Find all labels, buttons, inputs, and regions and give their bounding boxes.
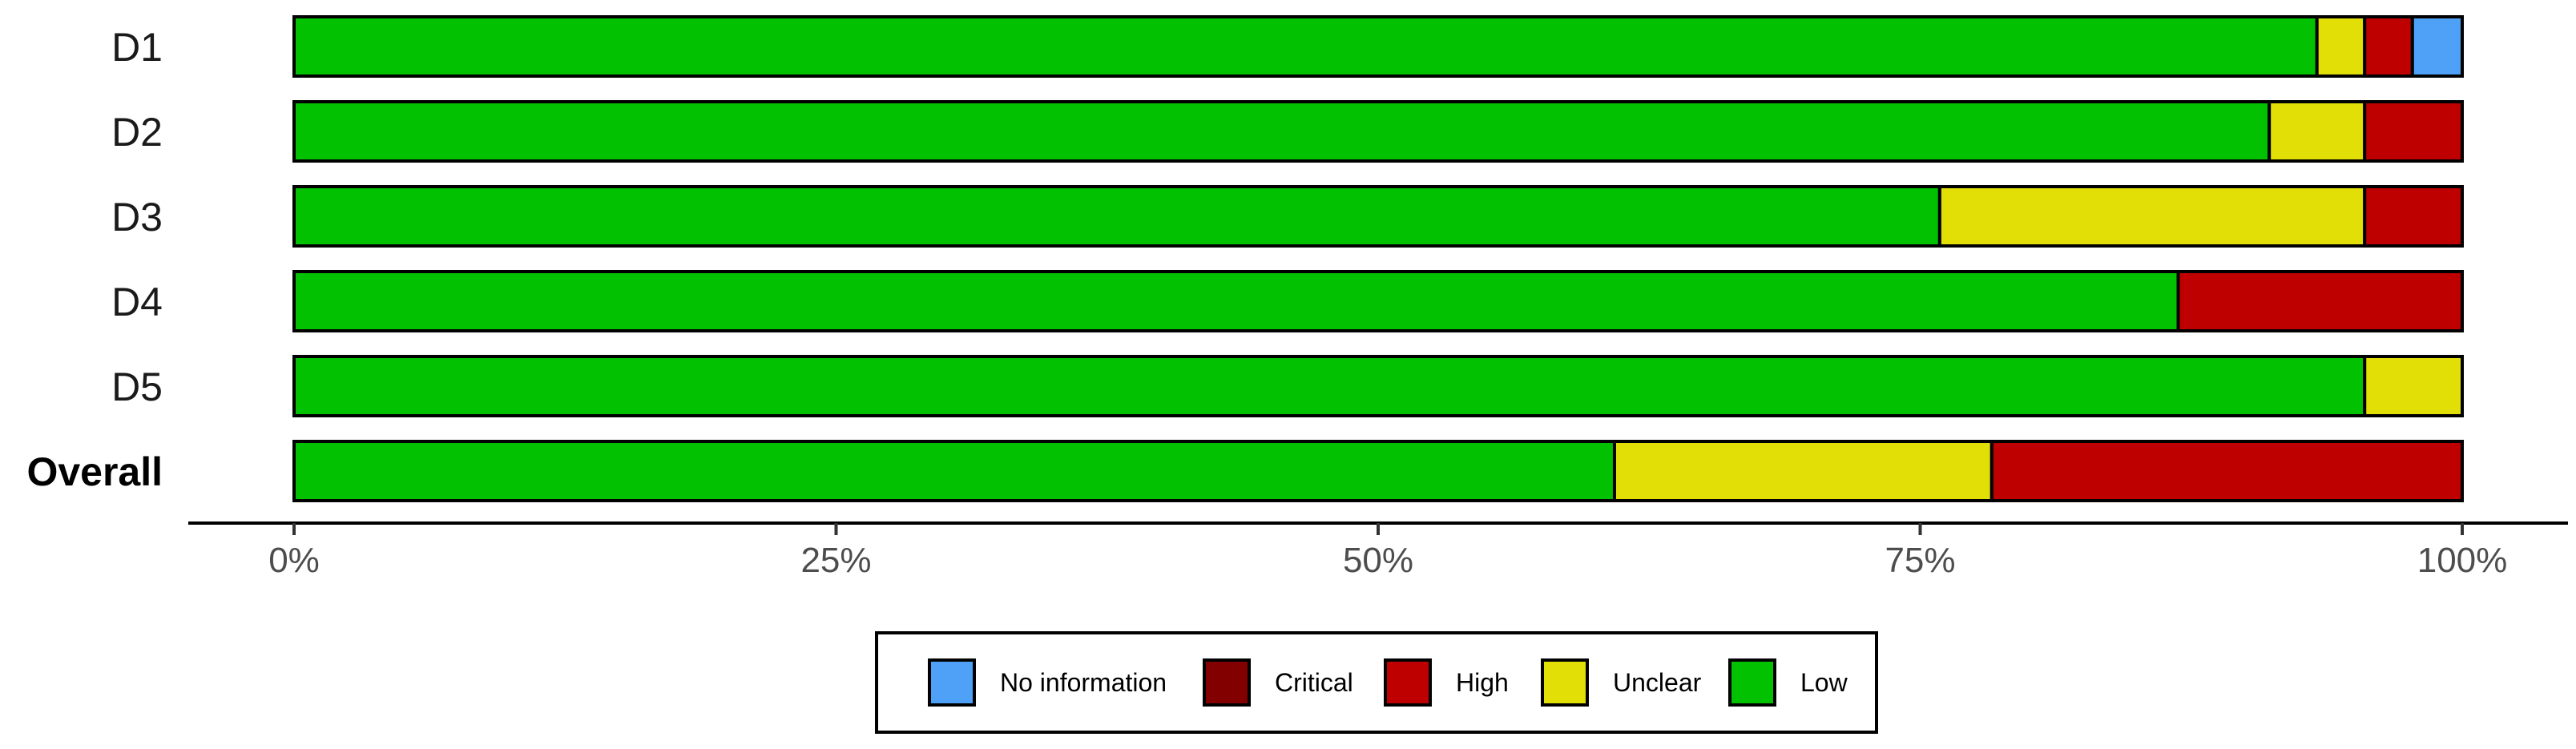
legend-label-high: High [1456, 668, 1509, 697]
bar-d4-low [292, 270, 2180, 332]
legend-swatch-no-information [928, 658, 976, 707]
legend-box [875, 631, 1878, 734]
legend-label-no-information: No information [1000, 668, 1167, 697]
bar-d2-low [292, 100, 2272, 163]
x-tick-label: 0% [268, 541, 320, 580]
bar-d5-low [292, 355, 2367, 417]
legend: No information Critical High Unclear Low [875, 631, 1878, 734]
bar-overall-low [292, 440, 1616, 502]
category-labels: D1 D2 D3 D4 D5 Overall [26, 25, 163, 494]
bar-d4-high [2176, 270, 2464, 332]
bar-d5-unclear [2363, 355, 2464, 417]
legend-label-unclear: Unclear [1613, 668, 1702, 697]
category-label-d2: D2 [111, 110, 163, 155]
bar-d2-unclear [2268, 100, 2367, 163]
x-tick-label: 100% [2417, 541, 2508, 580]
category-label-d5: D5 [111, 364, 163, 409]
legend-label-low: Low [1800, 668, 1848, 697]
bar-area [292, 15, 2465, 502]
bar-d1-unclear [2315, 15, 2367, 78]
x-tick-label: 25% [800, 541, 871, 580]
category-label-d1: D1 [111, 25, 163, 70]
bar-overall-high [1989, 440, 2465, 502]
category-label-d4: D4 [111, 280, 163, 324]
bar-d3-unclear [1937, 185, 2367, 248]
legend-label-critical: Critical [1275, 668, 1353, 697]
legend-swatch-low [1728, 658, 1776, 707]
x-tick-label: 50% [1343, 541, 1413, 580]
x-axis-ticks: 0% 25% 50% 75% 100% [268, 523, 2507, 580]
x-tick-label: 75% [1885, 541, 1955, 580]
bar-d3-high [2363, 185, 2464, 248]
legend-swatch-unclear [1541, 658, 1589, 707]
legend-swatch-high [1384, 658, 1432, 707]
category-label-d3: D3 [111, 195, 163, 240]
category-label-overall: Overall [26, 449, 163, 494]
bar-d1-high [2363, 15, 2414, 78]
bar-d2-high [2363, 100, 2464, 163]
legend-swatch-critical [1203, 658, 1251, 707]
bar-overall-unclear [1612, 440, 1993, 502]
bar-d1-low [292, 15, 2319, 78]
bar-d3-low [292, 185, 1941, 248]
bar-d1-no-information [2410, 15, 2464, 78]
